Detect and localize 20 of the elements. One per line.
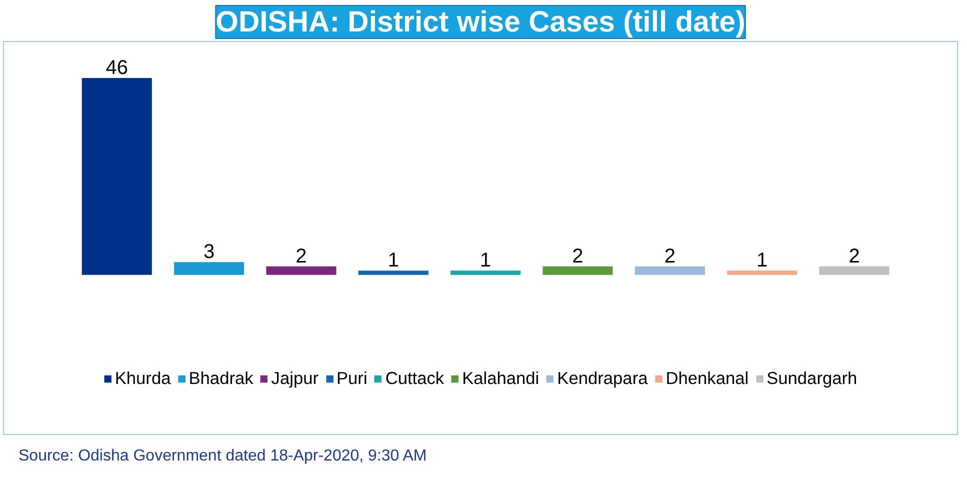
legend-label: Khurda [114, 368, 171, 389]
legend-label: Sundargarh [766, 368, 858, 389]
data-label: 2 [572, 245, 584, 268]
data-label: 2 [296, 245, 307, 268]
data-label: 2 [664, 245, 676, 268]
chart-title: ODISHA: District wise Cases (till date) [216, 6, 746, 38]
legend-label: Cuttack [385, 368, 444, 389]
legend-label: Dhenkanal [666, 368, 749, 389]
legend-label: Kendrapara [557, 368, 648, 389]
legend-label: Kalahandi [462, 368, 540, 389]
data-label: 3 [203, 241, 215, 264]
legend-label: Jajpur [271, 368, 318, 389]
data-label: 2 [848, 245, 860, 268]
data-label: 46 [106, 56, 128, 79]
data-label: 1 [388, 250, 399, 272]
legend-label: Bhadrak [188, 368, 254, 389]
legend-label: Puri [336, 368, 368, 389]
data-label: 1 [480, 250, 492, 272]
data-label: 1 [756, 250, 768, 272]
source-note: Source: Odisha Government dated 18-Apr-2020, 9:30 AM [18, 448, 427, 464]
